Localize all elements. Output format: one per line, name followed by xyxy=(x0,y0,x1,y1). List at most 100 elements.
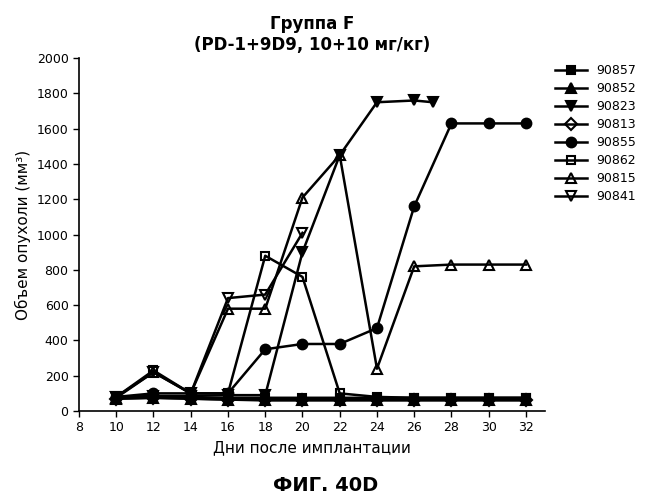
90862 xyxy=(485,395,493,401)
90857 xyxy=(522,395,530,401)
90857 xyxy=(447,395,455,401)
90823 xyxy=(410,98,418,103)
90855 xyxy=(373,325,381,331)
90815 xyxy=(410,264,418,270)
90855 xyxy=(112,394,120,400)
90862 xyxy=(373,394,381,400)
90815 xyxy=(187,390,195,396)
90855 xyxy=(261,346,269,352)
90852 xyxy=(373,398,381,404)
90857 xyxy=(261,395,269,401)
90852 xyxy=(149,395,157,401)
Line: 90852: 90852 xyxy=(111,393,531,406)
90813 xyxy=(373,396,381,402)
90815 xyxy=(522,262,530,268)
90815 xyxy=(149,369,157,375)
Legend: 90857, 90852, 90823, 90813, 90855, 90862, 90815, 90841: 90857, 90852, 90823, 90813, 90855, 90862… xyxy=(556,64,636,203)
90857 xyxy=(410,395,418,401)
90813 xyxy=(299,396,306,402)
90857 xyxy=(149,394,157,400)
90862 xyxy=(299,274,306,280)
90815 xyxy=(261,306,269,312)
90813 xyxy=(485,396,493,402)
90852 xyxy=(447,398,455,404)
90815 xyxy=(336,152,344,158)
90815 xyxy=(299,194,306,200)
90813 xyxy=(112,396,120,402)
90855 xyxy=(336,341,344,347)
90857 xyxy=(224,395,232,401)
90855 xyxy=(410,204,418,210)
Title: Группа F
(PD-1+9D9, 10+10 мг/кг): Группа F (PD-1+9D9, 10+10 мг/кг) xyxy=(194,15,430,54)
90823 xyxy=(149,393,157,399)
90857 xyxy=(299,395,306,401)
90862 xyxy=(410,395,418,401)
90855 xyxy=(149,390,157,396)
90862 xyxy=(224,390,232,396)
90862 xyxy=(261,253,269,259)
90815 xyxy=(112,395,120,401)
90841 xyxy=(187,390,195,396)
90855 xyxy=(224,390,232,396)
90813 xyxy=(149,395,157,401)
90813 xyxy=(522,396,530,402)
90841 xyxy=(224,295,232,301)
90841 xyxy=(149,369,157,375)
90813 xyxy=(336,396,344,402)
90823 xyxy=(112,394,120,400)
90857 xyxy=(187,395,195,401)
Text: ФИГ. 40D: ФИГ. 40D xyxy=(273,476,379,495)
90852 xyxy=(522,398,530,404)
90855 xyxy=(522,120,530,126)
Line: 90813: 90813 xyxy=(112,394,530,404)
Line: 90855: 90855 xyxy=(111,118,531,402)
90823 xyxy=(187,393,195,399)
90841 xyxy=(112,394,120,400)
90852 xyxy=(410,398,418,404)
90823 xyxy=(429,99,437,105)
90823 xyxy=(373,99,381,105)
Y-axis label: Объем опухоли (мм³): Объем опухоли (мм³) xyxy=(15,150,31,320)
90855 xyxy=(187,390,195,396)
90813 xyxy=(447,396,455,402)
90857 xyxy=(336,395,344,401)
90815 xyxy=(373,366,381,372)
90857 xyxy=(112,395,120,401)
Line: 90815: 90815 xyxy=(111,150,531,402)
90857 xyxy=(485,395,493,401)
90852 xyxy=(224,396,232,402)
X-axis label: Дни после имплантации: Дни после имплантации xyxy=(213,440,411,455)
90823 xyxy=(299,249,306,255)
90862 xyxy=(187,390,195,396)
90855 xyxy=(299,341,306,347)
90852 xyxy=(261,398,269,404)
90862 xyxy=(447,395,455,401)
90862 xyxy=(112,394,120,400)
Line: 90862: 90862 xyxy=(112,252,530,402)
Line: 90857: 90857 xyxy=(112,392,530,402)
90857 xyxy=(373,395,381,401)
90855 xyxy=(485,120,493,126)
90852 xyxy=(187,396,195,402)
90813 xyxy=(187,396,195,402)
90852 xyxy=(299,398,306,404)
90823 xyxy=(336,152,344,158)
Line: 90823: 90823 xyxy=(111,96,437,402)
90815 xyxy=(224,306,232,312)
90813 xyxy=(410,396,418,402)
90852 xyxy=(112,396,120,402)
90862 xyxy=(522,395,530,401)
90841 xyxy=(261,292,269,298)
90852 xyxy=(485,398,493,404)
90815 xyxy=(447,262,455,268)
Line: 90841: 90841 xyxy=(111,228,307,402)
90813 xyxy=(261,396,269,402)
90855 xyxy=(447,120,455,126)
90841 xyxy=(299,230,306,236)
90852 xyxy=(336,398,344,404)
90823 xyxy=(224,392,232,398)
90815 xyxy=(485,262,493,268)
90813 xyxy=(224,396,232,402)
90823 xyxy=(261,392,269,398)
90862 xyxy=(336,390,344,396)
